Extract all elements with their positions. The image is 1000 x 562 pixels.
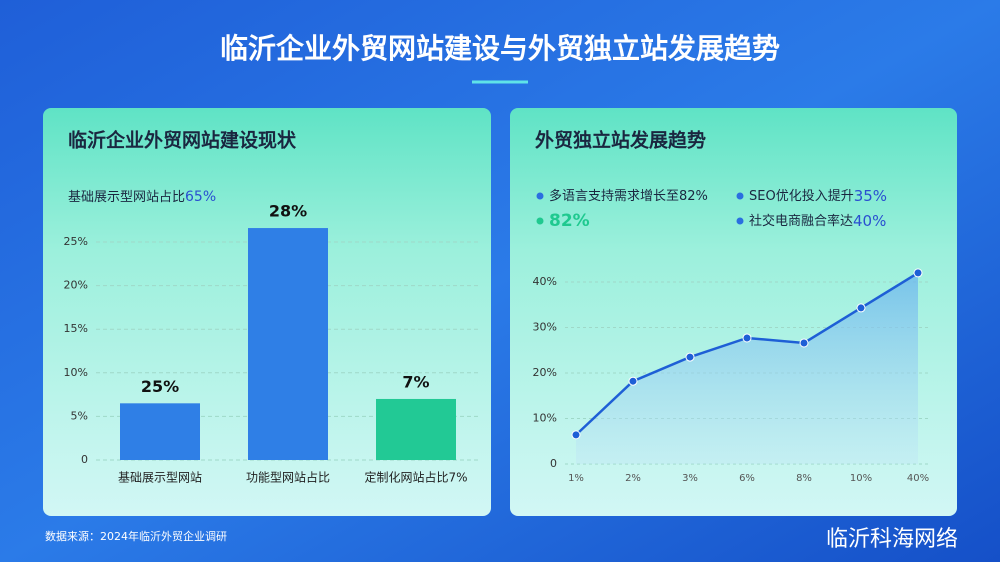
panel-title: 临沂企业外贸网站建设现状 — [68, 129, 297, 152]
y-tick-label: 10% — [533, 412, 557, 425]
x-tick-label: 2% — [625, 473, 641, 484]
x-tick-label: 3% — [682, 473, 698, 484]
point — [628, 376, 638, 386]
area — [576, 272, 918, 464]
note-dot — [736, 192, 744, 200]
y-tick-label: 0 — [81, 453, 88, 466]
y-tick-label: 40% — [533, 275, 557, 288]
note-highlight: 40% — [853, 212, 886, 230]
point — [685, 352, 695, 362]
bar-annotation: 28% — [269, 202, 307, 221]
note-dot — [736, 217, 744, 225]
bar — [248, 228, 328, 460]
y-tick-label: 20% — [64, 279, 88, 292]
note-text: 多语言支持需求增长至82% — [549, 188, 708, 204]
brand: 临沂科海网络 — [826, 527, 958, 552]
subtitle-highlight: 65% — [185, 189, 216, 205]
note: SEO优化投入提升35% — [749, 187, 887, 205]
point — [742, 333, 752, 343]
point — [913, 268, 923, 278]
note-text: 社交电商融合率达 — [749, 213, 853, 229]
point — [571, 430, 581, 440]
subtitle-text: 基础展示型网站占比 — [68, 190, 185, 205]
note: 多语言支持需求增长至82% — [549, 188, 708, 204]
charts: 0 5% 10% 15% 20% 25% 25% 基础展示型网站 28% 功能型网站占比 7% 定制化… — [64, 187, 930, 485]
y-tick-label: 0 — [550, 457, 557, 470]
note-dot — [536, 192, 544, 200]
source-note: 数据来源：2024年临沂外贸企业调研 — [45, 529, 227, 543]
point — [856, 303, 866, 313]
point — [799, 338, 809, 348]
x-tick-label: 10% — [850, 473, 872, 484]
y-tick-label: 10% — [64, 366, 88, 379]
x-tick-label: 定制化网站占比7% — [364, 470, 467, 485]
subtitle: 基础展示型网站占比65% — [68, 189, 216, 205]
note-dot — [536, 217, 544, 225]
panel-title: 外贸独立站发展趋势 — [535, 129, 706, 152]
x-tick-label: 8% — [796, 473, 812, 484]
bar — [120, 403, 200, 460]
bar-annotation: 7% — [402, 372, 429, 391]
note-highlight: 35% — [854, 187, 887, 205]
x-tick-label: 基础展示型网站 — [118, 471, 202, 485]
y-tick-label: 25% — [64, 235, 88, 248]
bar — [376, 398, 456, 460]
y-tick-label: 15% — [64, 322, 88, 335]
x-tick-label: 6% — [739, 473, 755, 484]
note: 社交电商融合率达40% — [749, 212, 886, 230]
y-tick-label: 5% — [71, 409, 88, 422]
x-tick-label: 1% — [568, 473, 584, 484]
note-text: 82% — [549, 211, 590, 231]
y-tick-label: 20% — [533, 366, 557, 379]
x-tick-label: 40% — [907, 473, 929, 484]
x-tick-label: 功能型网站占比 — [246, 470, 330, 485]
bar-annotation: 25% — [141, 377, 179, 396]
page-title: 临沂企业外贸网站建设与外贸独立站发展趋势 — [220, 32, 780, 65]
note-text: SEO优化投入提升 — [749, 188, 854, 204]
y-tick-label: 30% — [533, 321, 557, 334]
note: 82% — [549, 211, 590, 231]
